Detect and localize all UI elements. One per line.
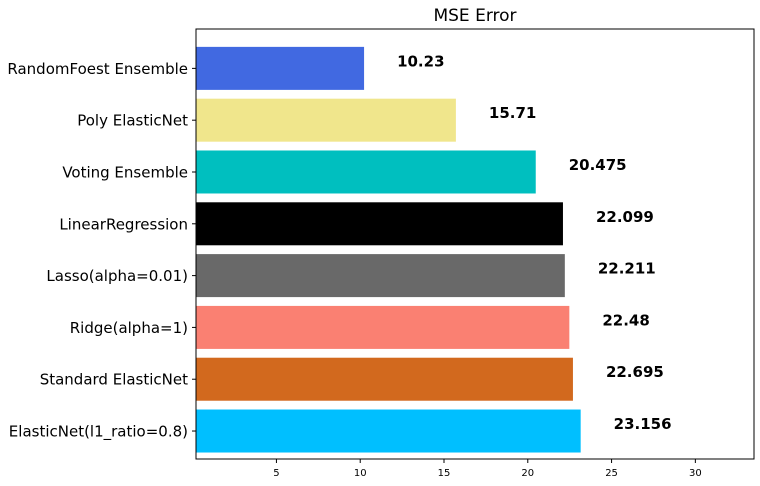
bar-5 <box>196 305 570 349</box>
data-label-1: 15.71 <box>489 104 536 122</box>
chart-title: MSE Error <box>433 6 516 26</box>
data-label-7: 23.156 <box>614 415 672 433</box>
bar-3 <box>196 202 563 246</box>
data-label-4: 22.211 <box>598 260 656 278</box>
category-label-7: ElasticNet(l1_ratio=0.8) <box>9 423 188 442</box>
x-tick-label-4: 25 <box>605 468 618 479</box>
category-label-1: Poly ElasticNet <box>77 112 188 130</box>
x-tick-label-0: 5 <box>273 468 279 479</box>
category-label-0: RandomFoest Ensemble <box>7 60 188 78</box>
bar-6 <box>196 357 573 401</box>
plot-frame <box>195 28 755 460</box>
data-label-0: 10.23 <box>397 52 444 70</box>
category-label-5: Ridge(alpha=1) <box>70 319 188 337</box>
x-tick-label-5: 30 <box>689 468 702 479</box>
x-tick-label-3: 20 <box>521 468 534 479</box>
bar-0 <box>196 46 365 90</box>
category-label-2: Voting Ensemble <box>62 163 188 181</box>
data-label-6: 22.695 <box>606 363 664 381</box>
data-label-2: 20.475 <box>569 156 627 174</box>
data-label-5: 22.48 <box>602 311 649 329</box>
x-tick-label-1: 10 <box>354 468 367 479</box>
bar-1 <box>196 98 456 142</box>
bars-layer <box>196 46 581 453</box>
axis-layer: RandomFoest Ensemble Poly ElasticNet Votin… <box>7 60 701 479</box>
bar-2 <box>196 150 536 194</box>
data-label-3: 22.099 <box>596 208 654 226</box>
labels-layer: 10.23 15.71 20.475 22.099 22.211 22.48 22.695 2… <box>397 52 671 433</box>
bar-4 <box>196 254 565 298</box>
category-label-6: Standard ElasticNet <box>40 371 188 389</box>
category-label-4: Lasso(alpha=0.01) <box>46 267 188 285</box>
bar-7 <box>196 409 581 453</box>
category-label-3: LinearRegression <box>59 215 188 233</box>
x-tick-label-2: 15 <box>438 468 451 479</box>
